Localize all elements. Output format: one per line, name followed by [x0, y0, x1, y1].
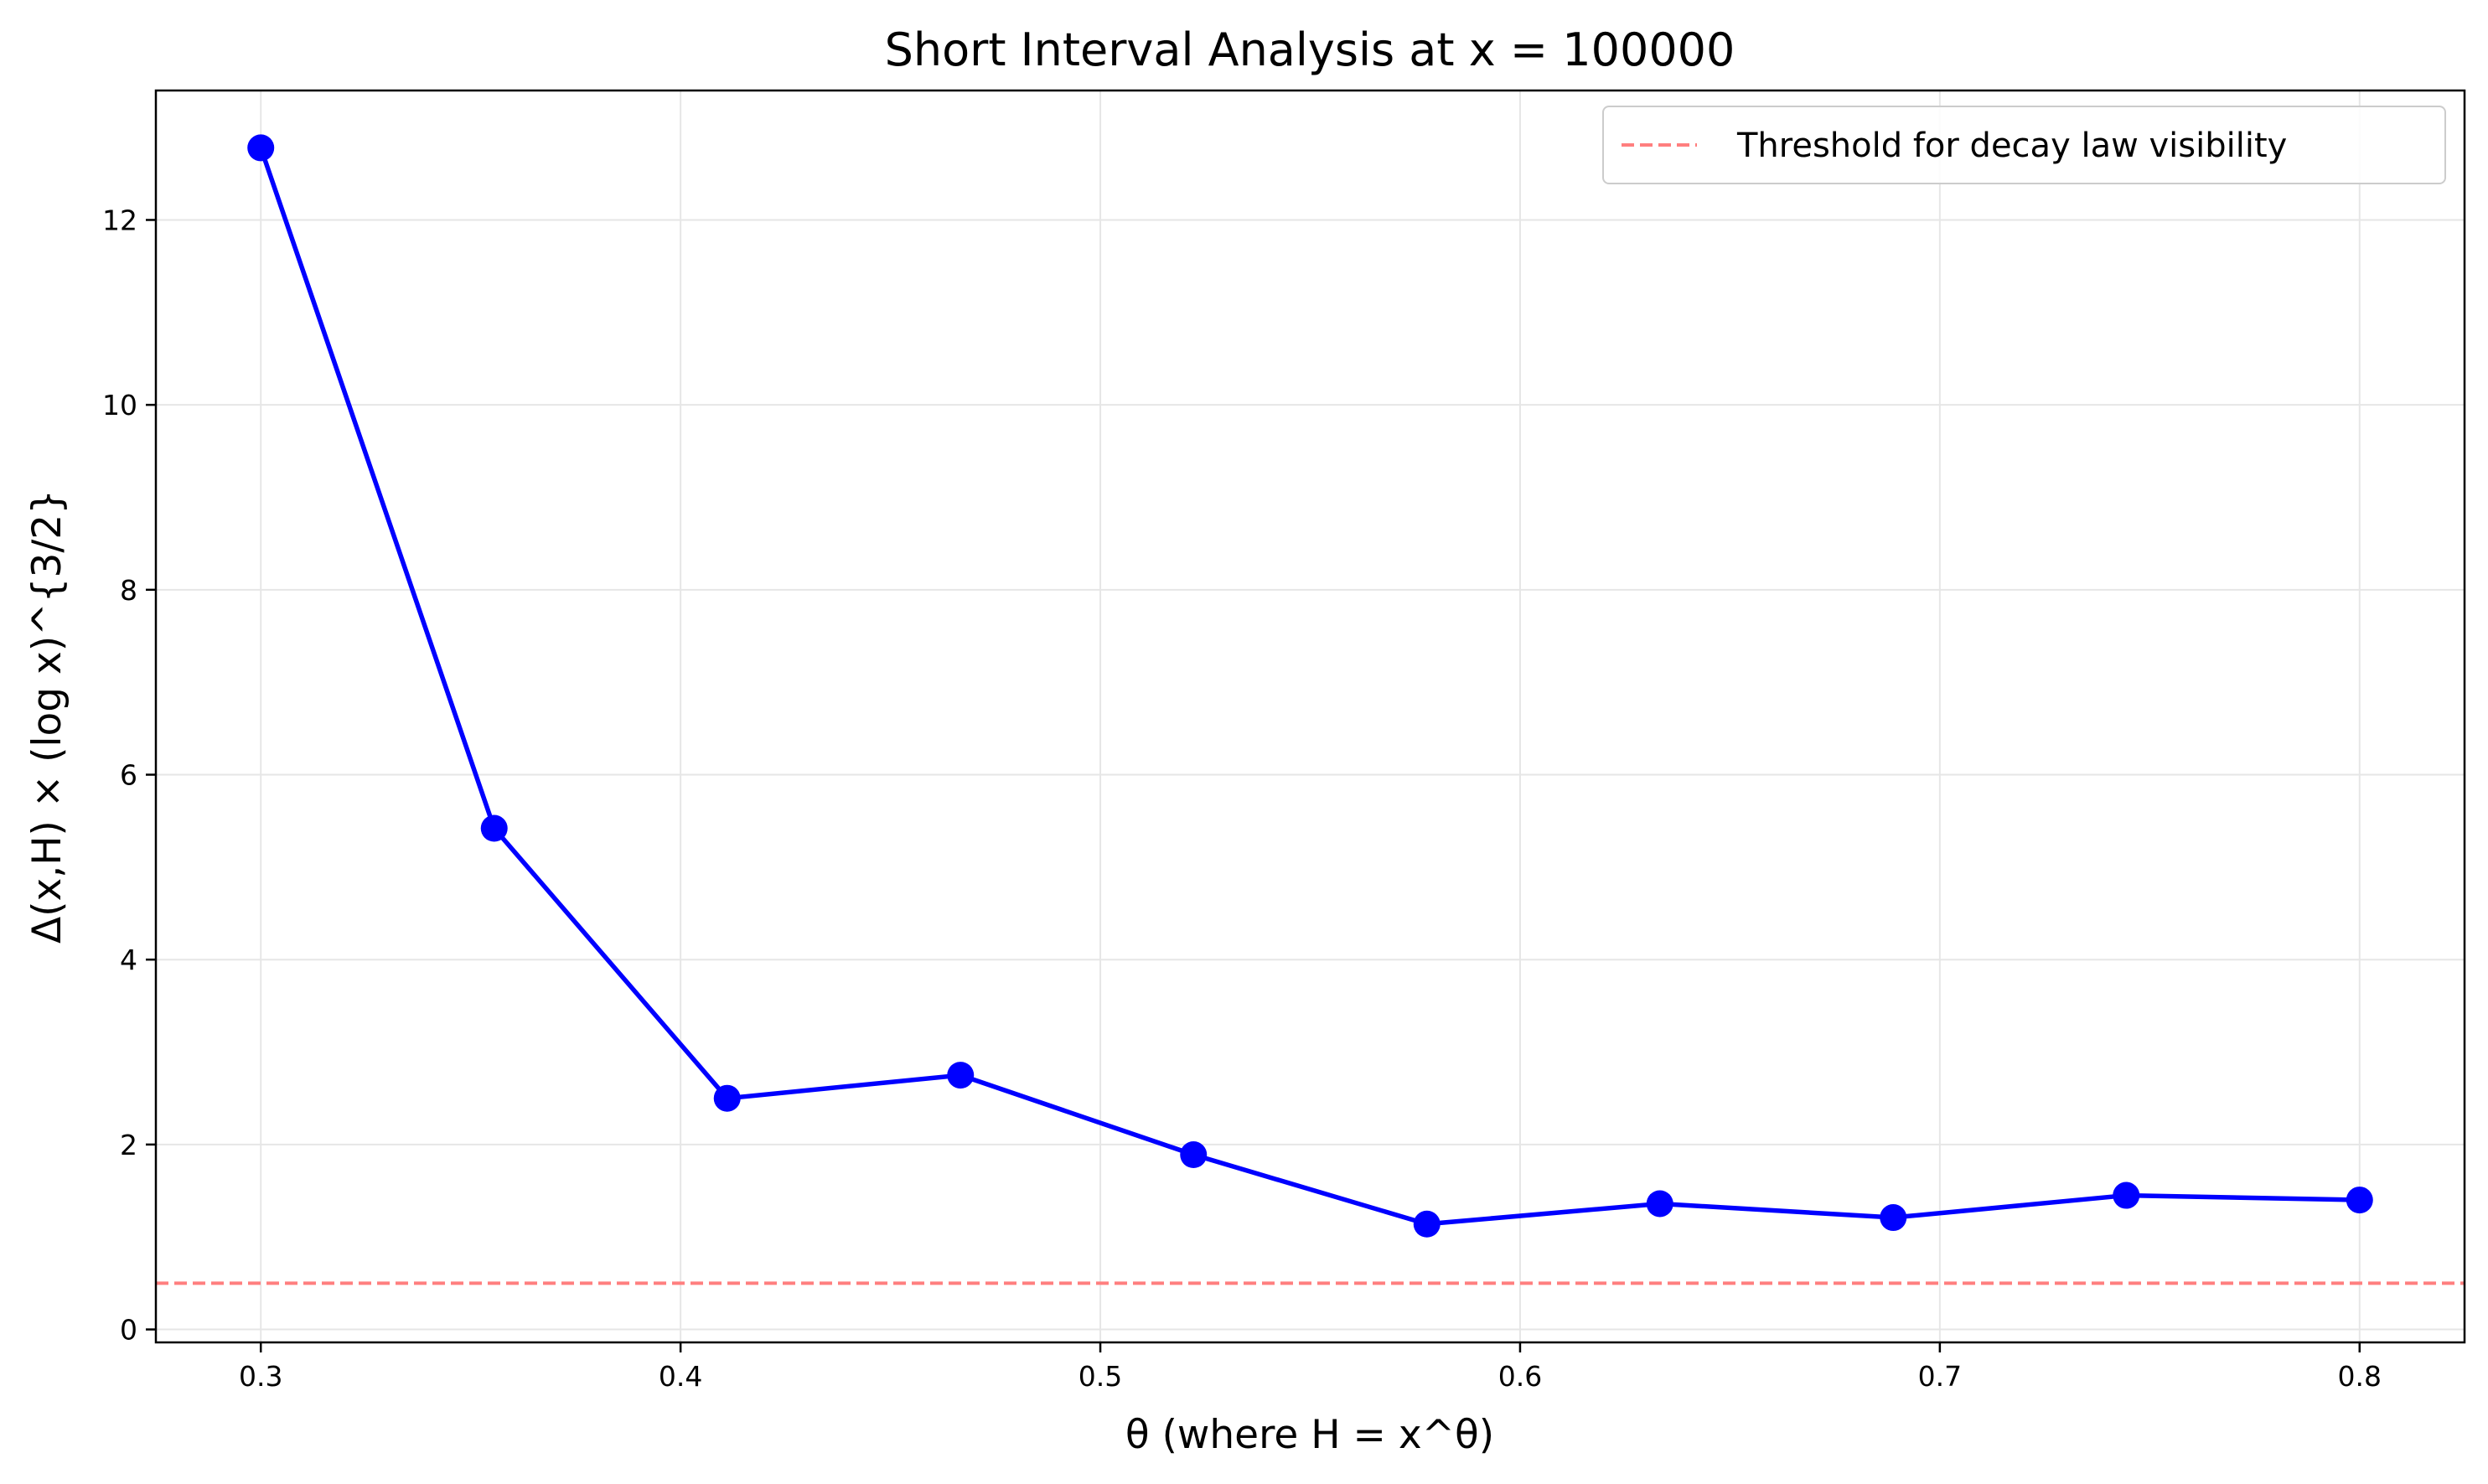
x-tick-label: 0.4: [659, 1360, 702, 1393]
legend-label-threshold: Threshold for decay law visibility: [1736, 127, 2287, 165]
x-tick-label: 0.5: [1078, 1360, 1122, 1393]
data-point: [2346, 1187, 2373, 1214]
grid: [156, 90, 2465, 1342]
x-axis-ticks: 0.3 0.4 0.5 0.6 0.7 0.8: [239, 1342, 2382, 1393]
series-line: [258, 147, 2360, 1227]
data-point: [1413, 1210, 1441, 1238]
data-point: [947, 1062, 975, 1089]
x-tick-label: 0.6: [1498, 1360, 1542, 1393]
y-tick-label: 10: [102, 389, 137, 421]
y-tick-label: 8: [120, 574, 137, 607]
data-point: [480, 814, 508, 842]
data-series: [247, 134, 2373, 1238]
y-tick-label: 4: [120, 944, 137, 976]
y-axis-label: Δ(x,H) × (log x)^{3/2}: [24, 489, 70, 944]
x-tick-label: 0.8: [2338, 1360, 2382, 1393]
data-point: [2113, 1182, 2140, 1209]
x-tick-label: 0.3: [239, 1360, 282, 1393]
data-point: [1880, 1204, 1907, 1232]
chart-title: Short Interval Analysis at x = 100000: [885, 23, 1735, 76]
data-point: [713, 1084, 741, 1112]
y-axis-ticks: 0 2 4 6 8 10 12: [102, 204, 156, 1347]
y-tick-label: 12: [102, 204, 137, 236]
data-point: [247, 134, 275, 162]
data-point: [1180, 1141, 1208, 1169]
legend-box: [1602, 106, 2446, 184]
y-tick-label: 6: [120, 759, 137, 792]
x-tick-label: 0.7: [1918, 1360, 1962, 1393]
x-axis-label: θ (where H = x^θ): [1125, 1412, 1494, 1458]
plot-frame: [154, 89, 2466, 1344]
legend: Threshold for decay law visibility: [1602, 106, 2446, 184]
y-tick-label: 0: [120, 1314, 137, 1347]
data-point: [1646, 1190, 1673, 1218]
y-tick-label: 2: [120, 1129, 137, 1161]
